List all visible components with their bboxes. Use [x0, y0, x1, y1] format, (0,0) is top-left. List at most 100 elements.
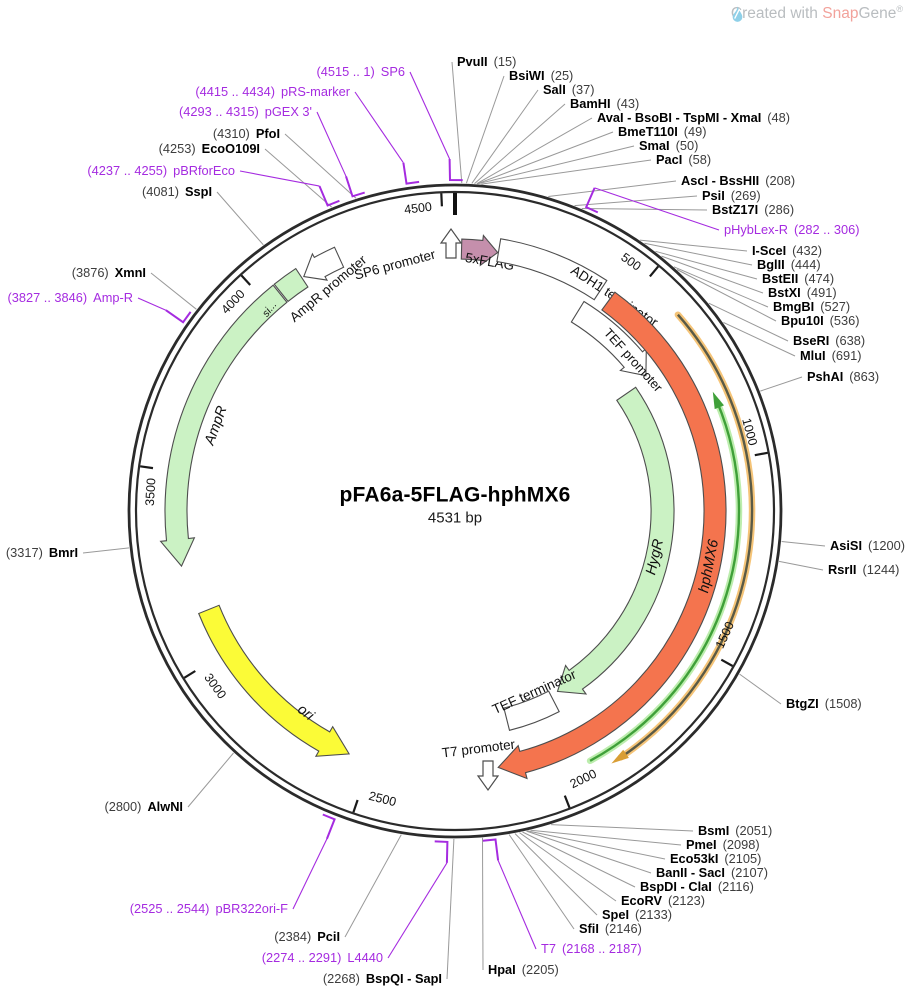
- enzyme-label-HpaI[interactable]: HpaI (2205): [488, 962, 559, 977]
- ampr-signal[interactable]: [273, 267, 309, 303]
- tick-1000: [754, 451, 768, 457]
- primer-mark-SP6: [448, 158, 463, 182]
- tick-4000: [240, 274, 252, 286]
- snapgene-logo-icon: [732, 6, 743, 22]
- primer-mark-pGEX 3': [345, 175, 365, 198]
- primer-leader-SP6: [409, 71, 451, 160]
- primer-label-pBR322ori-F[interactable]: (2525 .. 2544) pBR322ori-F: [130, 901, 288, 916]
- tef-terminator[interactable]: [503, 690, 560, 731]
- tick-500: [649, 265, 660, 278]
- tef-promoter[interactable]: [570, 300, 647, 377]
- leader-EcoRV: [519, 832, 617, 902]
- enzyme-label-SpeI[interactable]: SpeI (2133): [602, 907, 672, 922]
- adh1-terminator[interactable]: [496, 238, 608, 301]
- leader-PfoI: [284, 133, 357, 199]
- enzyme-label-BspQI - SapI[interactable]: (2268) BspQI - SapI: [323, 971, 442, 986]
- leader-PacI: [481, 159, 652, 185]
- hphmx6[interactable]: [497, 291, 727, 780]
- leader-AlwNI: [187, 752, 234, 808]
- leader-BseRI: [708, 302, 789, 342]
- leader-SspI: [216, 191, 264, 246]
- enzyme-label-BspDI - ClaI[interactable]: BspDI - ClaI (2116): [640, 879, 754, 894]
- enzyme-label-I-SceI[interactable]: I-SceI (432): [752, 243, 822, 258]
- leader-HpaI: [482, 837, 484, 971]
- primer-label-pRS-marker[interactable]: (4415 .. 4434) pRS-marker: [195, 84, 350, 99]
- enzyme-label-PsiI[interactable]: PsiI (269): [702, 188, 761, 203]
- enzyme-label-BstZ17I[interactable]: BstZ17I (286): [712, 202, 794, 217]
- leader-BmrI: [82, 547, 130, 554]
- enzyme-label-BmeT110I[interactable]: BmeT110I (49): [618, 124, 707, 139]
- enzyme-label-Bpu10I[interactable]: Bpu10I (536): [781, 313, 860, 328]
- enzyme-label-BglII[interactable]: BglII (444): [757, 257, 821, 272]
- primer-label-L4440[interactable]: (2274 .. 2291) L4440: [262, 950, 383, 965]
- enzyme-label-Eco53kI[interactable]: Eco53kI (2105): [670, 851, 761, 866]
- primer-mark-pBR322ori-F: [322, 813, 336, 840]
- leader-I-SceI: [639, 239, 748, 252]
- enzyme-label-BsmI[interactable]: BsmI (2051): [698, 823, 772, 838]
- leader-BtgZI: [739, 673, 782, 705]
- enzyme-label-PfoI[interactable]: (4310) PfoI: [213, 126, 280, 141]
- ori[interactable]: [197, 604, 351, 757]
- primer-label-SP6[interactable]: (4515 .. 1) SP6: [316, 64, 405, 79]
- inner-tan-arc: [620, 313, 754, 759]
- t7-promoter[interactable]: [476, 760, 500, 792]
- enzyme-label-PciI[interactable]: (2384) PciI: [274, 929, 340, 944]
- enzyme-label-BmgBI[interactable]: BmgBI (527): [773, 299, 850, 314]
- enzyme-label-PmeI[interactable]: PmeI (2098): [686, 837, 760, 852]
- enzyme-label-BmrI[interactable]: (3317) BmrI: [6, 545, 78, 560]
- enzyme-label-SfiI[interactable]: SfiI (2146): [579, 921, 642, 936]
- leader-BmgBI: [673, 266, 769, 308]
- tick-label-500: 500: [618, 250, 643, 273]
- primer-leader-L4440: [387, 862, 448, 959]
- enzyme-label-PshAI[interactable]: PshAI (863): [807, 369, 879, 384]
- tick-label-2000: 2000: [568, 767, 599, 792]
- leader-MluI: [723, 321, 796, 357]
- enzyme-label-AvaI - BsoBI - TspMI - XmaI[interactable]: AvaI - BsoBI - TspMI - XmaI (48): [597, 110, 790, 125]
- enzyme-label-BseRI[interactable]: BseRI (638): [793, 333, 865, 348]
- 5xflag[interactable]: [460, 234, 499, 267]
- inner-green-arc: [589, 401, 741, 762]
- enzyme-label-SalI[interactable]: SalI (37): [543, 82, 595, 97]
- enzyme-label-RsrII[interactable]: RsrII (1244): [828, 562, 899, 577]
- enzyme-label-PvuII[interactable]: PvuII (15): [457, 54, 516, 69]
- enzyme-label-SmaI[interactable]: SmaI (50): [639, 138, 698, 153]
- leader-PmeI: [530, 829, 682, 846]
- enzyme-label-EcoO109I[interactable]: (4253) EcoO109I: [159, 141, 260, 156]
- enzyme-label-MluI[interactable]: MluI (691): [800, 348, 861, 363]
- enzyme-label-BsiWI[interactable]: BsiWI (25): [509, 68, 573, 83]
- enzyme-label-AlwNI[interactable]: (2800) AlwNI: [104, 799, 183, 814]
- tick-label-2500: 2500: [367, 789, 397, 809]
- primer-label-T7[interactable]: T7 (2168 .. 2187): [541, 941, 642, 956]
- leader-BspQI - SapI: [446, 838, 455, 980]
- sp6-promoter[interactable]: [439, 227, 463, 259]
- t7-promoter-label[interactable]: T7 promoter: [441, 737, 516, 761]
- ampr[interactable]: [159, 284, 288, 568]
- enzyme-label-AsiSI[interactable]: AsiSI (1200): [830, 538, 905, 553]
- hygr[interactable]: [556, 386, 675, 695]
- enzyme-label-BtgZI[interactable]: BtgZI (1508): [786, 696, 862, 711]
- leader-Bpu10I: [676, 269, 777, 322]
- primer-label-pHybLex-R[interactable]: pHybLex-R (282 .. 306): [724, 222, 859, 237]
- ampr-promoter[interactable]: [303, 246, 345, 281]
- leader-BanII - SacI: [526, 830, 652, 874]
- primer-mark-pBRforEco: [318, 185, 340, 207]
- primer-leader-pBR322ori-F: [292, 838, 328, 910]
- enzyme-label-SspI[interactable]: (4081) SspI: [142, 184, 212, 199]
- primer-leader-T7: [497, 860, 537, 950]
- primer-label-pGEX 3'[interactable]: (4293 .. 4315) pGEX 3': [179, 104, 312, 119]
- enzyme-label-AscI - BssHII[interactable]: AscI - BssHII (208): [681, 173, 795, 188]
- enzyme-label-BstXI[interactable]: BstXI (491): [768, 285, 837, 300]
- primer-label-Amp-R[interactable]: (3827 .. 3846) Amp-R: [7, 290, 133, 305]
- primer-label-pBRforEco[interactable]: (4237 .. 4255) pBRforEco: [87, 163, 235, 178]
- enzyme-label-BstEII[interactable]: BstEII (474): [762, 271, 834, 286]
- enzyme-label-PacI[interactable]: PacI (58): [656, 152, 711, 167]
- leader-Eco53kI: [527, 830, 666, 860]
- leader-BstZ17I: [581, 208, 708, 211]
- enzyme-label-XmnI[interactable]: (3876) XmnI: [72, 265, 146, 280]
- leader-BmeT110I: [477, 131, 614, 185]
- enzyme-label-BanII - SacI[interactable]: BanII - SacI (2107): [656, 865, 768, 880]
- tick-2000: [563, 795, 571, 809]
- enzyme-label-BamHI[interactable]: BamHI (43): [570, 96, 639, 111]
- enzyme-label-EcoRV[interactable]: EcoRV (2123): [621, 893, 705, 908]
- leader-BamHI: [474, 103, 566, 184]
